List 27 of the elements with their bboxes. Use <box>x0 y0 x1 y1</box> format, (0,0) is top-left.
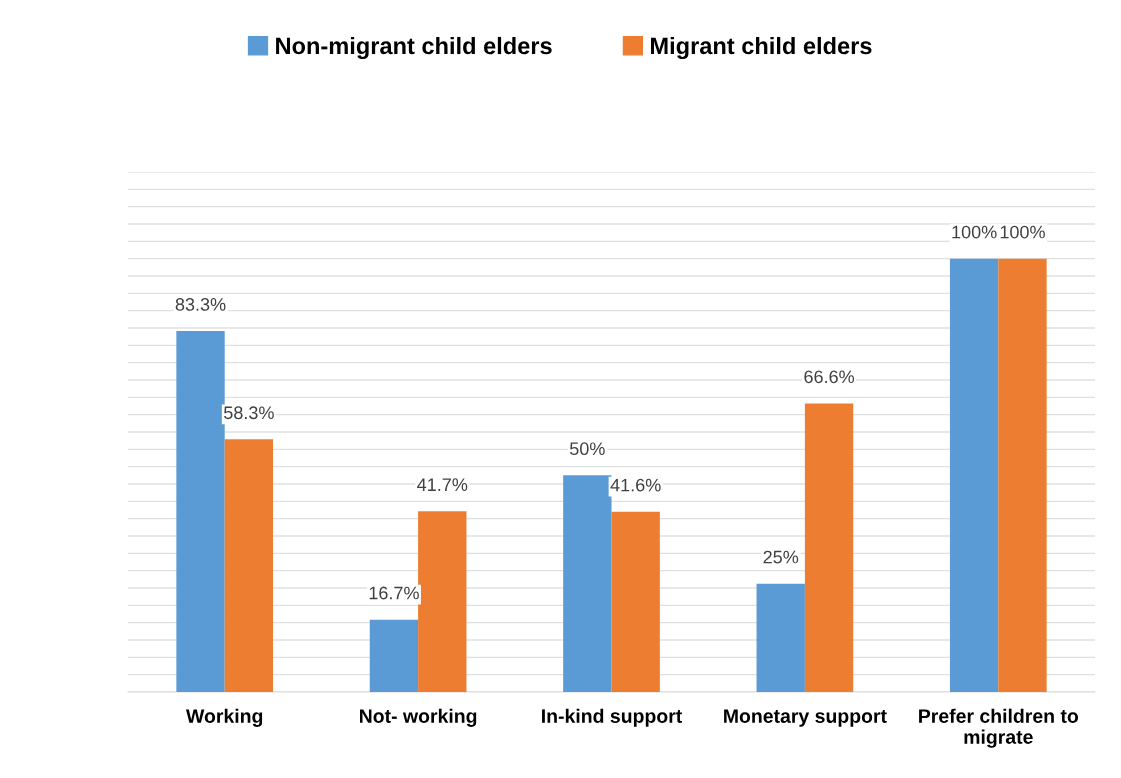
bar <box>176 331 225 692</box>
bar <box>369 619 419 692</box>
x-tick-label: Working <box>186 708 263 727</box>
x-tick-label: Prefer children to migrate <box>919 708 1079 748</box>
data-label: 41.7% <box>417 478 468 491</box>
x-tick-label: Not- working <box>360 708 477 727</box>
data-label: 83.3% <box>175 298 226 311</box>
data-label: 25% <box>763 550 799 564</box>
bar <box>756 583 805 692</box>
legend-label: Non-migrant child elders <box>276 36 552 60</box>
bar <box>949 258 999 692</box>
bar <box>563 475 612 692</box>
x-tick-label: In-kind support <box>542 708 683 727</box>
data-label: 66.6% <box>804 370 855 384</box>
bar <box>224 439 274 692</box>
bar <box>611 511 660 692</box>
bar <box>418 511 467 692</box>
legend-label: Migrant child elders <box>651 36 872 60</box>
data-label: 41.6% <box>610 478 661 492</box>
data-label: 100% <box>952 225 997 239</box>
data-label: 58.3% <box>224 406 274 420</box>
bar <box>998 258 1047 692</box>
bar <box>804 403 854 692</box>
data-label: 16.7% <box>369 586 419 600</box>
data-label: 100% <box>1000 225 1045 239</box>
x-tick-label: Monetary support <box>724 709 887 727</box>
data-label: 50% <box>569 442 605 456</box>
